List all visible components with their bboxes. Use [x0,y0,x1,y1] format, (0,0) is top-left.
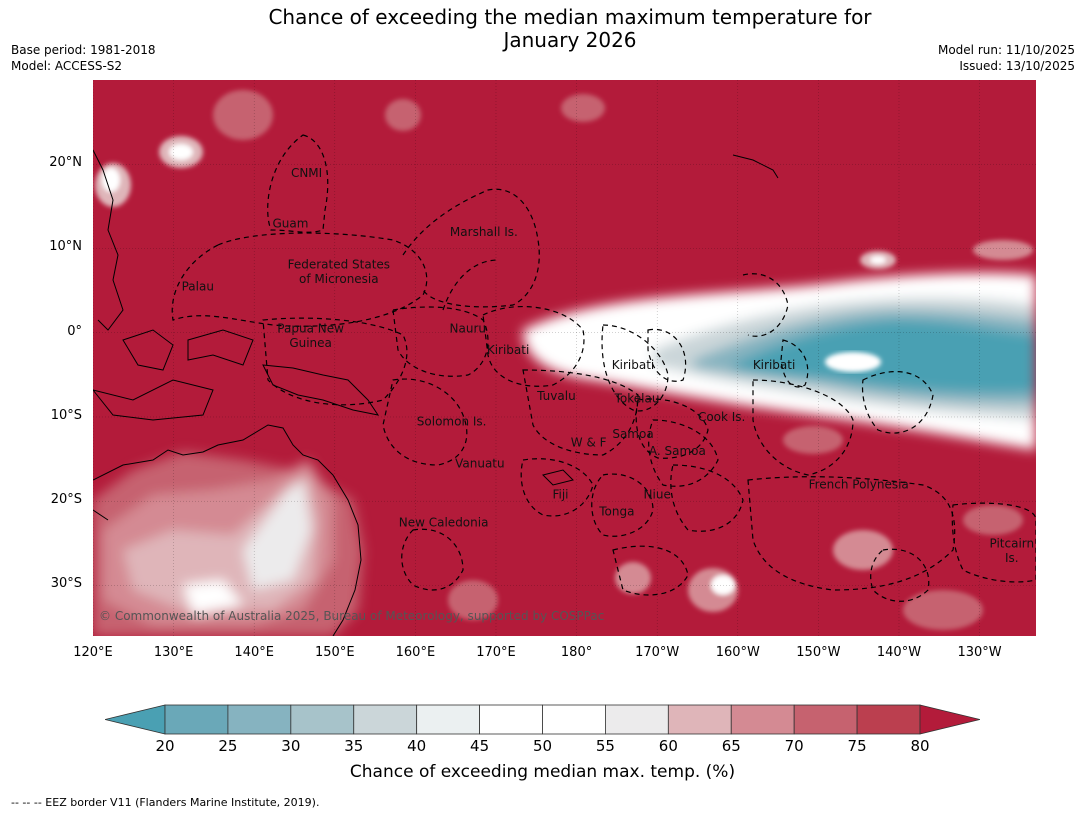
region-label: Papua New [277,322,344,336]
colorbar-segment [227,704,292,735]
map-title: Chance of exceeding the median maximum t… [0,6,1085,52]
longitude-label: 140°E [234,645,274,660]
colorbar-segment [353,704,418,735]
region-label: Palau [182,280,214,294]
colorbar-tick-label: 40 [407,737,427,755]
region-label: Federated States [288,258,390,272]
colorbar-segment [290,704,355,735]
longitude-label: 140°W [876,645,922,660]
region-label: Nauru [450,322,486,336]
colorbar-segment [793,704,858,735]
model-run: Model run: 11/10/2025 [937,43,1075,57]
model-name: Model: ACCESS-S2 [11,59,123,73]
longitude-label: 150°E [315,645,355,660]
australia-anomaly-field [93,452,363,636]
colorbar-under-arrow [104,704,166,735]
map-panel: CNMI Guam Marshall Is. Federated States of M… [93,80,1036,636]
region-label: Guinea [289,336,332,350]
longitude-label: 120°E [73,645,113,660]
title-line-1: Chance of exceeding the median maximum t… [268,5,872,29]
colorbar-label: Chance of exceeding median max. temp. (%… [349,762,736,782]
meta-right: Model run: 11/10/2025 Issued: 13/10/2025 [938,42,1075,74]
colorbar-tick-label: 65 [721,737,741,755]
longitude-label: 150°W [796,645,841,660]
region-label: Fiji [552,488,568,502]
region-label: of Micronesia [299,272,379,286]
region-label: French Polynesia [809,478,909,492]
colorbar-tick-label: 30 [281,737,301,755]
issued-date: Issued: 13/10/2025 [959,59,1075,73]
longitude-label: 170°E [476,645,516,660]
region-label: Kiribati [753,358,795,372]
region-label: New Caledonia [399,515,489,529]
colorbar-segment [605,704,669,735]
meta-left: Base period: 1981-2018 Model: ACCESS-S2 [11,42,156,74]
copyright-notice: © Commonwealth of Australia 2025, Bureau… [99,609,604,623]
colorbar-tick-label: 60 [658,737,678,755]
colorbar [104,700,981,740]
colorbar-segment [164,704,229,735]
colorbar-tick-label: 45 [470,737,490,755]
region-label: Vanuatu [455,457,505,471]
region-label: Tonga [598,505,634,519]
scattered-anomaly-patches [95,90,1033,630]
colorbar-segment [416,704,480,735]
region-label: Guam [272,216,308,230]
colorbar-over-arrow [919,704,981,735]
region-label: Samoa [612,427,653,441]
graticule [93,80,1036,636]
latitude-label: 0° [67,323,82,339]
region-label: Solomon Is. [417,414,487,428]
colorbar-segment [542,704,606,735]
title-line-2: January 2026 [503,28,637,52]
latitude-label: 10°N [49,239,82,255]
region-label: Cook Is. [698,410,745,424]
colorbar-tick-label: 80 [910,737,930,755]
longitude-label: 130°W [957,645,1002,660]
region-label: Pitcairn [990,537,1035,551]
longitude-label: 130°E [153,645,194,660]
region-label: Tuvalu [536,389,576,403]
colorbar-tick-label: 55 [595,737,615,755]
longitude-label: 170°W [635,645,680,660]
eez-borders [171,134,1036,602]
land-outlines [93,149,779,636]
colorbar-graphic [104,704,981,735]
latitude-label: 30°S [50,576,82,592]
longitude-label: 160°E [395,645,436,660]
latitude-label: 20°N [49,155,82,171]
region-label: Tokelau [614,392,660,406]
colorbar-tick-label: 75 [847,737,867,755]
colorbar-tick-label: 50 [532,737,553,755]
colorbar-tick-label: 25 [218,737,238,755]
longitude-label: 160°W [715,645,760,660]
longitude-label: 180° [560,645,593,660]
eez-footnote: -- -- -- EEZ border V11 (Flanders Marine… [11,796,320,809]
region-label: W & F [571,435,607,449]
region-label: Is. [1005,551,1019,565]
region-label: Niue [644,488,671,502]
latitude-label: 20°S [50,492,82,508]
region-label: Marshall Is. [450,225,518,239]
region-label: Kiribati [612,358,654,372]
region-label: CNMI [291,166,322,180]
colorbar-segment [730,704,795,735]
colorbar-segment [479,704,543,735]
colorbar-tick-label: 20 [155,737,175,755]
colorbar-tick-label: 70 [784,737,804,755]
colorbar-segment [856,704,921,735]
colorbar-tick-label: 35 [344,737,364,755]
region-label: A. Samoa [649,444,706,458]
region-label: Kiribati [487,343,529,357]
colorbar-segment [667,704,732,735]
base-period: Base period: 1981-2018 [11,43,156,57]
latitude-label: 10°S [50,407,82,423]
cool-tongue-highlight [825,352,881,372]
